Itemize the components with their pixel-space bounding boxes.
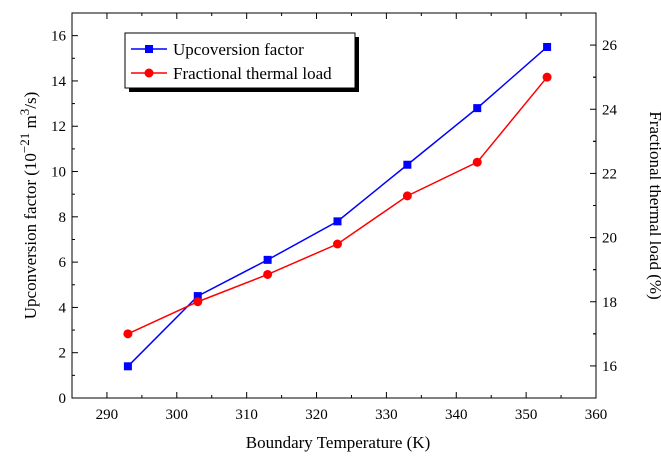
y-left-title-part: −21	[17, 133, 32, 153]
series-line-1	[127, 46, 548, 367]
x-tick-label: 360	[585, 407, 608, 423]
y-right-axis-title: Fractional thermal load (%)	[646, 111, 661, 299]
y-left-tick-label: 8	[59, 210, 67, 226]
legend-box	[124, 32, 356, 89]
series-2-point	[542, 72, 552, 82]
x-tick-label: 330	[375, 407, 398, 423]
y-right-tick-label: 24	[602, 102, 618, 118]
y-left-axis-title: Upconversion factor (10−21 m3/s)	[17, 92, 40, 320]
series-2-point	[263, 269, 273, 279]
series-2-point	[472, 157, 482, 167]
series-2-point	[332, 239, 342, 249]
y-left-tick-label: 2	[59, 346, 67, 362]
x-tick-label: 320	[305, 407, 328, 423]
y-right-tick-label: 18	[602, 295, 617, 311]
legend-label-2: Fractional thermal load	[173, 64, 332, 83]
y-left-tick-label: 12	[51, 119, 66, 135]
series-1-point	[543, 42, 552, 51]
series-layer	[123, 42, 552, 371]
legend-marker-square	[145, 45, 153, 53]
x-tick-label: 310	[235, 407, 258, 423]
y-left-tick-label: 16	[51, 29, 67, 45]
axes-group: 290 300 310 320 330 340 350 3600246810121416161…	[17, 12, 661, 452]
series-2-point	[193, 297, 203, 307]
y-right-tick-label: 22	[602, 166, 617, 182]
legend-marker-circle	[144, 68, 154, 78]
series-1-point	[403, 160, 412, 169]
series-1-point	[263, 255, 272, 264]
x-tick-label: 300	[166, 407, 189, 423]
y-left-title-part: m	[21, 115, 40, 132]
y-left-tick-label: 0	[59, 391, 67, 407]
series-1-point	[193, 292, 202, 301]
series-2-point	[123, 329, 133, 339]
legend-label-1: Upcoversion factor	[173, 40, 304, 59]
y-left-title-part: /s)	[21, 92, 40, 109]
x-tick-label: 340	[445, 407, 468, 423]
y-left-tick-label: 4	[59, 300, 67, 316]
y-left-tick-label: 14	[51, 74, 67, 90]
y-left-title-part: 3	[17, 109, 32, 116]
series-2-point	[402, 191, 412, 201]
x-axis-title: Boundary Temperature (K)	[246, 433, 431, 452]
x-tick-label: 350	[515, 407, 538, 423]
series-1-point	[473, 104, 482, 113]
y-left-title-part: Upconversion factor (10	[21, 153, 40, 319]
series-1-point	[333, 217, 342, 226]
y-right-tick-label: 16	[602, 359, 618, 375]
series-1-point	[123, 362, 132, 371]
legend: Upcoversion factor Fractional thermal loa…	[124, 32, 359, 92]
x-tick-label: 290	[96, 407, 119, 423]
y-right-tick-label: 20	[602, 231, 617, 247]
series-line-2	[127, 76, 548, 335]
y-left-tick-label: 6	[59, 255, 67, 271]
y-right-tick-label: 26	[602, 38, 618, 54]
y-left-tick-label: 10	[51, 165, 66, 181]
